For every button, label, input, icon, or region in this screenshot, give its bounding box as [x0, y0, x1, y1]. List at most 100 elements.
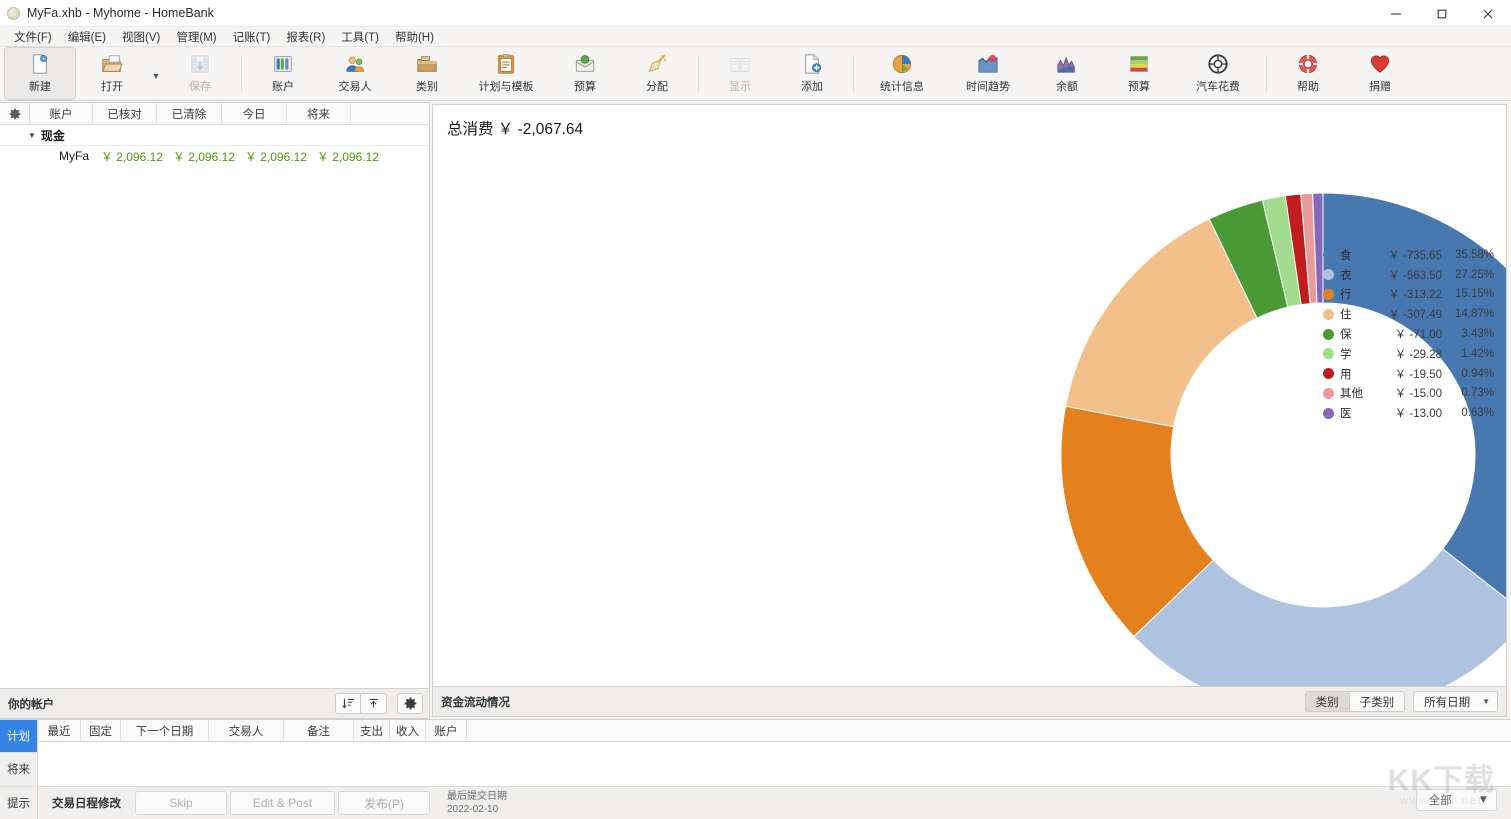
scheduled-col-3[interactable]: 交易人 [209, 720, 284, 741]
menu-help[interactable]: 帮助(H) [394, 31, 434, 44]
accounts-col-4[interactable]: 将来 [287, 103, 351, 124]
menu-view[interactable]: 视图(V) [122, 31, 161, 44]
post-button[interactable]: 发布(P) [338, 791, 430, 815]
legend-item[interactable]: 食 ￥ -735.65 35.58% [1323, 245, 1494, 265]
legend-item[interactable]: 保 ￥ -71.00 3.43% [1323, 324, 1494, 344]
expander-icon[interactable]: ▼ [28, 130, 36, 140]
toolbar-button-label: 添加 [801, 81, 823, 93]
menu-transactions[interactable]: 记账(T) [232, 31, 271, 44]
chevron-down-icon: ▼ [1477, 794, 1489, 806]
toolbar-separator [698, 55, 699, 92]
legend-item[interactable]: 住 ￥ -307.49 14.87% [1323, 304, 1494, 324]
toolbar-button-trend-time[interactable]: 时间趋势 [945, 47, 1031, 100]
legend-item[interactable]: 其他 ￥ -15.00 0.73% [1323, 384, 1494, 404]
menu-edit[interactable]: 编辑(E) [67, 31, 107, 44]
scheduled-col-5[interactable]: 支出 [354, 720, 390, 741]
toolbar-button-budget[interactable]: 预算 [549, 47, 621, 100]
table-row[interactable]: MyFa ￥ 2,096.12 ￥ 2,096.12 ￥ 2,096.12 ￥ … [0, 146, 429, 166]
toolbar-button-label: 余额 [1056, 81, 1078, 93]
bottom-tab-2[interactable]: 提示 [0, 787, 37, 819]
pie-slice-住[interactable] [1064, 218, 1258, 428]
account-value-1: ￥ 2,096.12 [172, 149, 235, 164]
toolbar-button-category[interactable]: 类别 [391, 47, 463, 100]
legend-percent: 0.73% [1461, 387, 1494, 400]
scheduled-col-4[interactable]: 备注 [284, 720, 354, 741]
toolbar-open-dropdown-icon[interactable]: ▼ [151, 70, 161, 81]
close-icon[interactable] [1465, 0, 1511, 27]
toolbar-button-add[interactable]: 添加 [776, 47, 848, 100]
accounts-col-spacer [351, 103, 429, 124]
menu-reports[interactable]: 报表(R) [286, 31, 326, 44]
minimize-icon[interactable] [1373, 0, 1419, 27]
toolbar-button-label: 统计信息 [880, 81, 924, 93]
accounts-settings-icon[interactable] [0, 103, 30, 124]
toggle-category[interactable]: 类别 [1304, 691, 1350, 712]
scheduled-footer-title: 交易日程修改 [52, 798, 121, 810]
edit-post-button[interactable]: Edit & Post [230, 791, 335, 815]
pie-slice-食[interactable] [1322, 192, 1507, 617]
toggle-subcategory[interactable]: 子类别 [1349, 691, 1406, 712]
bottom-tab-0[interactable]: 计划 [0, 720, 37, 754]
toolbar-button-assign[interactable]: 分配 [621, 47, 693, 100]
pie-slice-医[interactable] [1312, 192, 1324, 304]
toolbar-button-vehicle-cost[interactable]: 汽车花费 [1175, 47, 1261, 100]
legend-item[interactable]: 行 ￥ -313.22 15.15% [1323, 285, 1494, 305]
scheduled-col-0[interactable]: 最近 [38, 720, 81, 741]
legend-amount: ￥ -29.28 [1394, 348, 1442, 361]
menu-file[interactable]: 文件(F) [14, 31, 52, 44]
menu-bar: 文件(F) 编辑(E) 视图(V) 管理(M) 记账(T) 报表(R) 工具(T) 帮助(H) [0, 27, 1511, 47]
legend-item[interactable]: 衣 ￥ -563.50 27.25% [1323, 265, 1494, 285]
toolbar-button-budget-table[interactable]: 预算 [1103, 47, 1175, 100]
menu-manage[interactable]: 管理(M) [176, 31, 217, 44]
toolbar-button-scheduler[interactable]: 计划与模板 [463, 47, 549, 100]
account-group-row[interactable]: ▼ 现金 [0, 125, 429, 146]
sort-descending-icon[interactable] [335, 693, 361, 714]
legend-category-label: 住 [1340, 309, 1352, 322]
balance-icon [1056, 53, 1078, 75]
maximize-icon[interactable] [1419, 0, 1465, 27]
all-filter-dropdown[interactable]: 全部 ▼ [1415, 789, 1497, 811]
toolbar-button-label: 时间趋势 [966, 81, 1010, 93]
accounts-options-gear-icon[interactable] [397, 693, 423, 714]
legend-item[interactable]: 学 ￥ -29.28 1.42% [1323, 344, 1494, 364]
toolbar-button-help-lifering[interactable]: 帮助 [1272, 47, 1344, 100]
chart-legend: 食 ￥ -735.65 35.58% 衣 ￥ -563.50 27.25% 行 ￥ -313.… [1323, 245, 1494, 423]
skip-button[interactable]: Skip [135, 791, 227, 815]
accounts-list[interactable]: 账户 已核对 已清除 今日 将来 ▼ 现金 MyFa ￥ 2,096.12 ￥ … [0, 102, 430, 689]
legend-category-label: 学 [1340, 348, 1352, 361]
toolbar-button-payee[interactable]: 交易人 [319, 47, 391, 100]
scheduled-transactions-panel: 最近 固定 下一个日期 交易人 备注 支出 收入 账户 交易日程修改 Skip Edit & … [38, 720, 1511, 819]
all-filter-value: 全部 [1428, 795, 1452, 807]
toolbar-button-donate-heart[interactable]: 捐赠 [1344, 47, 1416, 100]
donut-chart[interactable] [433, 129, 1507, 687]
scheduled-col-1[interactable]: 固定 [81, 720, 121, 741]
scheduled-col-6[interactable]: 收入 [390, 720, 426, 741]
bottom-tab-1[interactable]: 将来 [0, 753, 37, 787]
legend-item[interactable]: 医 ￥ -13.00 0.63% [1323, 403, 1494, 423]
scheduled-transactions-list[interactable] [38, 742, 1511, 786]
scheduler-icon [495, 53, 517, 75]
account-name: MyFa [59, 149, 89, 163]
scheduled-col-2[interactable]: 下一个日期 [121, 720, 209, 741]
legend-item[interactable]: 用 ￥ -19.50 0.94% [1323, 364, 1494, 384]
toolbar-button-accounts[interactable]: 账户 [247, 47, 319, 100]
toolbar-button-open-folder[interactable]: 打开 [76, 47, 148, 100]
accounts-col-3[interactable]: 今日 [222, 103, 287, 124]
accounts-col-2[interactable]: 已清除 [157, 103, 222, 124]
accounts-status-label: 你的帐户 [8, 698, 54, 711]
title-bar: MyFa.xhb - Myhome - HomeBank [0, 0, 1511, 27]
account-group-label: 现金 [40, 128, 65, 143]
legend-category-label: 行 [1340, 289, 1352, 302]
legend-category-label: 保 [1340, 329, 1352, 342]
toolbar-button-statistics-pie[interactable]: 统计信息 [859, 47, 945, 100]
pie-slice-衣[interactable] [1133, 548, 1507, 687]
accounts-col-1[interactable]: 已核对 [93, 103, 157, 124]
accounts-col-0[interactable]: 账户 [30, 103, 93, 124]
menu-tools[interactable]: 工具(T) [341, 31, 379, 44]
date-range-dropdown[interactable]: 所有日期 ▼ [1413, 691, 1498, 712]
scheduled-col-7[interactable]: 账户 [426, 720, 467, 741]
main-area: 账户 已核对 已清除 今日 将来 ▼ 现金 MyFa ￥ 2,096.12 ￥ … [0, 102, 1511, 719]
collapse-all-icon[interactable] [361, 693, 387, 714]
toolbar-button-balance[interactable]: 余额 [1031, 47, 1103, 100]
toolbar-button-new-file[interactable]: 新建 [4, 47, 76, 100]
